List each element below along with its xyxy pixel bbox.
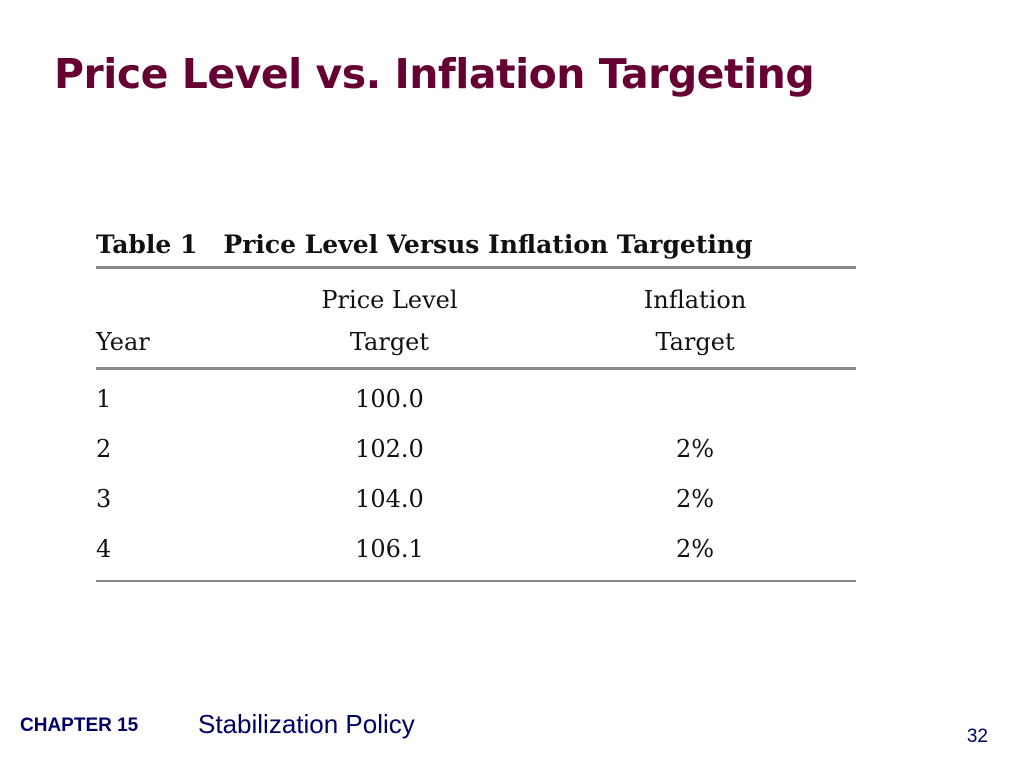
header-inflation-target: Inflation Target	[494, 269, 856, 363]
table-caption-number: Table 1	[96, 230, 198, 259]
table-row: 3 104.0 2%	[96, 474, 856, 524]
cell-price-level-target: 106.1	[355, 535, 424, 563]
table-header-row: Year Price Level Target Inflation Target	[96, 269, 856, 363]
header-year: Year	[96, 269, 285, 363]
header-year-label: Year	[96, 328, 150, 356]
table-row: 4 106.1 2%	[96, 524, 856, 574]
table-caption-text: Price Level Versus Inflation Targeting	[223, 230, 753, 259]
cell-inflation-target: 2%	[676, 535, 715, 563]
cell-inflation-target: 2%	[676, 435, 715, 463]
table-caption: Table 1 Price Level Versus Inflation Targ…	[96, 228, 856, 266]
header-inflation-line1: Inflation	[643, 286, 747, 314]
price-level-table: Year Price Level Target Inflation Target	[96, 269, 856, 574]
header-price-level-line2: Target	[349, 328, 430, 356]
footer-chapter: CHAPTER 15	[20, 715, 139, 736]
header-price-level-target: Price Level Target	[285, 269, 494, 363]
cell-year: 1	[96, 385, 112, 413]
header-inflation-line2: Target	[655, 328, 735, 356]
table-row: 1 100.0	[96, 370, 856, 424]
cell-year: 2	[96, 435, 112, 463]
page-number: 32	[966, 726, 988, 747]
cell-price-level-target: 100.0	[355, 385, 424, 413]
cell-price-level-target: 102.0	[355, 435, 424, 463]
cell-inflation-target: 2%	[676, 485, 715, 513]
slide-title: Price Level vs. Inflation Targeting	[54, 50, 815, 98]
cell-year: 4	[96, 535, 112, 563]
footer-topic: Stabilization Policy	[198, 709, 415, 739]
table-top-rule	[96, 266, 856, 269]
cell-price-level-target: 104.0	[355, 485, 424, 513]
table-bottom-rule	[96, 580, 856, 582]
table-header-rule	[96, 367, 856, 370]
cell-year: 3	[96, 485, 112, 513]
cell-inflation-target	[494, 370, 856, 424]
table-row: 2 102.0 2%	[96, 424, 856, 474]
table-figure: Table 1 Price Level Versus Inflation Targ…	[96, 228, 856, 582]
header-price-level-line1: Price Level	[321, 286, 458, 314]
